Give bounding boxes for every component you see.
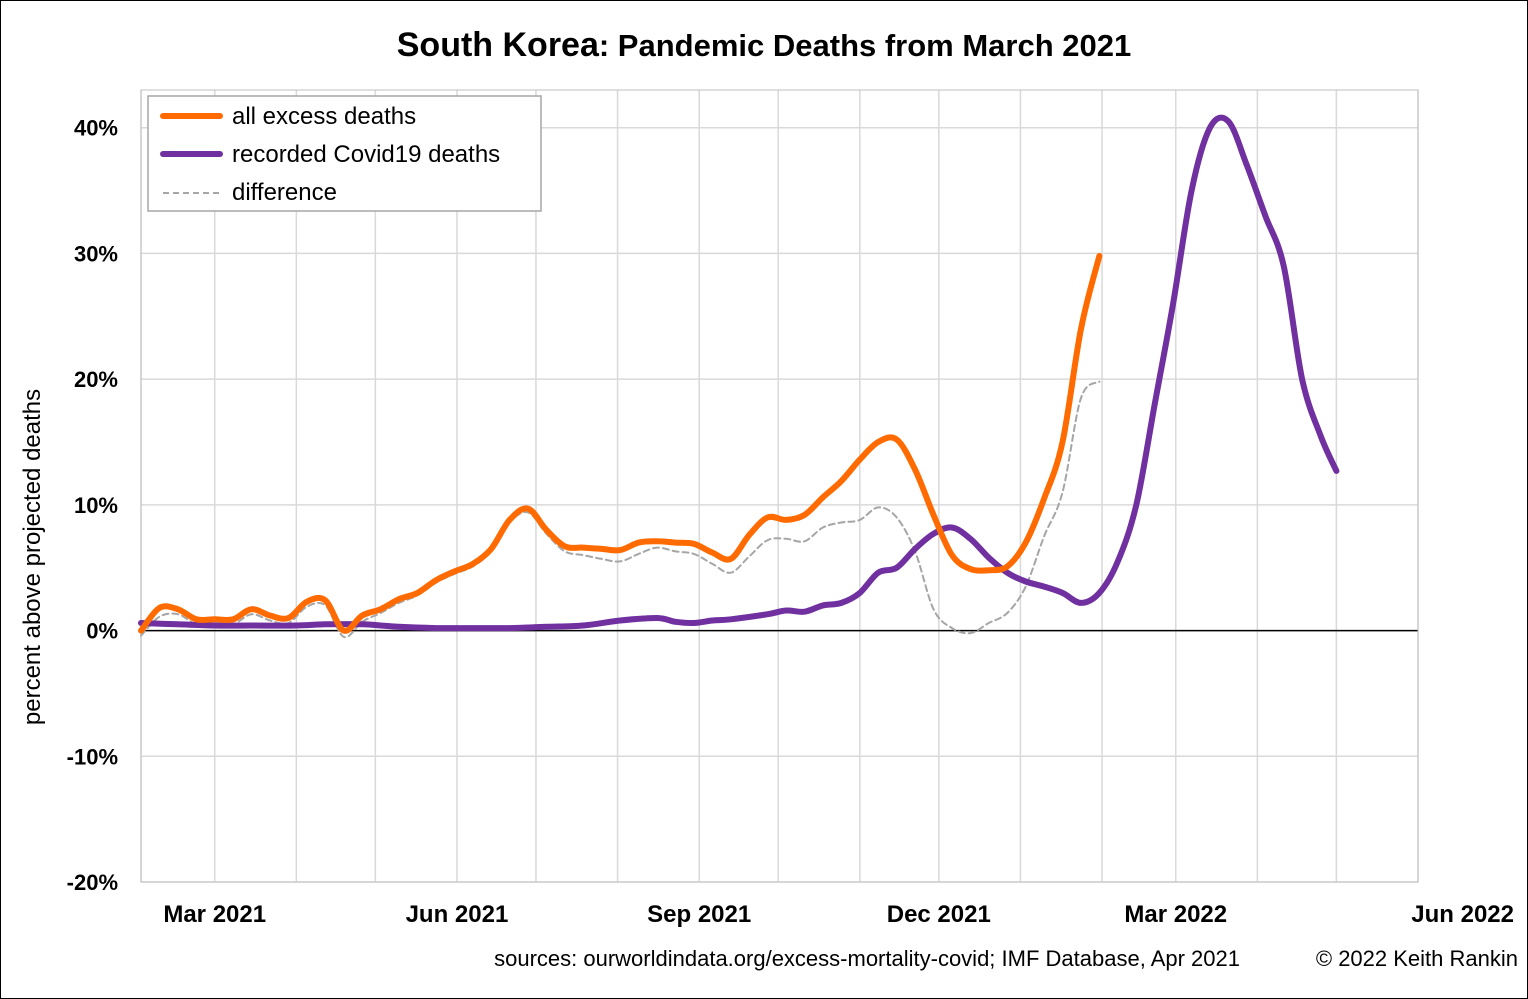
- y-axis-label: percent above projected deaths: [19, 389, 46, 725]
- y-tick-label: 40%: [74, 116, 118, 141]
- copyright-note: © 2022 Keith Rankin: [1316, 946, 1518, 971]
- x-tick-label: Dec 2021: [887, 901, 991, 928]
- x-axis-ticks: Mar 2021 Jun 2021 Sep 2021 Dec 2021 Mar 2022…: [163, 901, 1514, 928]
- sources-note: sources: ourworldindata.org/excess-morta…: [494, 946, 1240, 971]
- chart-title-rest: : Pandemic Deaths from March 2021: [599, 28, 1131, 63]
- y-tick-label: 0%: [86, 619, 118, 644]
- legend: all excess deaths recorded Covid19 death…: [147, 95, 542, 212]
- series-line-excess-deaths: [138, 252, 1103, 634]
- y-tick-label: -20%: [67, 870, 118, 895]
- x-tick-label: Mar 2021: [163, 901, 266, 928]
- y-tick-label: 10%: [74, 493, 118, 518]
- series-group: [138, 114, 1340, 639]
- x-tick-label: Jun 2022: [1411, 901, 1514, 928]
- legend-label-difference: difference: [232, 179, 337, 206]
- legend-label-covid: recorded Covid19 deaths: [232, 141, 500, 168]
- y-tick-label: -10%: [67, 744, 118, 769]
- x-tick-label: Mar 2022: [1124, 901, 1227, 928]
- series-line-covid-deaths: [138, 114, 1340, 632]
- x-tick-label: Sep 2021: [647, 901, 751, 928]
- y-tick-label: 20%: [74, 367, 118, 392]
- plot-area-border: [140, 89, 1419, 883]
- chart-title: South Korea: Pandemic Deaths from March …: [397, 26, 1131, 64]
- legend-label-excess: all excess deaths: [232, 103, 416, 130]
- chart-title-bold: South Korea: [397, 26, 600, 64]
- series-line-difference: [140, 380, 1101, 639]
- y-axis-ticks: -20% -10% 0% 10% 20% 30% 40%: [67, 116, 118, 895]
- x-tick-label: Jun 2021: [406, 901, 509, 928]
- y-tick-label: 30%: [74, 241, 118, 266]
